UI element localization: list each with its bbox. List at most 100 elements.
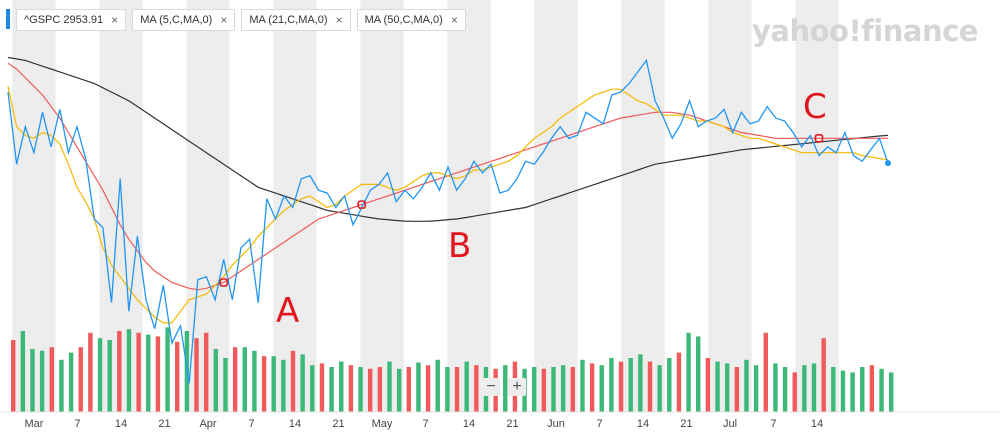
annotation-markers [219, 133, 824, 287]
volume-bar [753, 365, 759, 412]
volume-bar [271, 356, 276, 412]
volume-bar [117, 331, 122, 412]
volume-bar [667, 358, 672, 412]
volume-bar [763, 332, 768, 412]
legend-bar: ^GSPC 2953.91 × MA (5,C,MA,0) × MA (21,C… [6, 9, 466, 31]
x-tick-label: 7 [596, 418, 602, 430]
volume-bar [773, 363, 778, 412]
volume-bar [97, 338, 103, 412]
annotation-marker-c [814, 133, 824, 143]
volume-bar [425, 365, 431, 412]
volume-bar [68, 352, 74, 412]
grid-stripe [795, 0, 839, 412]
close-icon[interactable]: × [450, 13, 458, 27]
close-icon[interactable]: × [111, 13, 119, 27]
volume-bar [532, 367, 537, 412]
x-tick-label: 7 [770, 418, 776, 430]
volume-bar [213, 349, 219, 412]
volume-bar [252, 350, 257, 412]
x-tick-label: 7 [248, 418, 254, 430]
ma21-tag[interactable]: MA (21,C,MA,0) × [241, 9, 351, 31]
ma50-tag[interactable]: MA (50,C,MA,0) × [356, 9, 466, 31]
volume-bar [88, 332, 93, 412]
zoom-controls: − + [482, 378, 526, 396]
volume-bar [628, 358, 633, 412]
volume-bar [387, 361, 392, 412]
yahoo-finance-logo: yahoo!finance [752, 14, 978, 48]
volume-bar [686, 332, 691, 412]
volume-bar [589, 363, 595, 412]
volume-bar [464, 361, 469, 412]
volume-bar [367, 368, 373, 412]
volume-bar [676, 352, 682, 412]
volume-bar [696, 336, 701, 412]
volume-bar [435, 359, 440, 412]
x-tick-label: Mar [25, 418, 44, 430]
volume-bar [165, 327, 170, 412]
volume-bar [715, 361, 720, 412]
close-icon[interactable]: × [220, 13, 228, 27]
volume-bar [232, 347, 238, 412]
last-price-dot [885, 160, 891, 167]
x-axis: Mar 7 14 21 Apr 7 14 21 May 7 14 21 Jun 7 14 21 Jul 7 14 [0, 411, 1000, 430]
volume-bar [638, 354, 643, 412]
volume-bar [609, 358, 614, 412]
volume-bar [406, 367, 411, 412]
ticker-price: 2953.91 [63, 14, 104, 26]
volume-bar [30, 349, 35, 412]
volume-bar [570, 367, 576, 412]
close-icon[interactable]: × [335, 13, 343, 27]
volume-bar [11, 340, 16, 412]
zoom-out-button[interactable]: − [482, 378, 500, 396]
ma50-line [7, 56, 889, 222]
volume-bar [840, 370, 846, 412]
volume-bar [580, 359, 585, 412]
volume-bar [551, 367, 556, 412]
x-tick-label: Apr [199, 418, 216, 430]
annotation-c: C [803, 87, 827, 127]
annotation-b: B [448, 226, 471, 266]
volume-bar [310, 365, 315, 412]
volume-bar [618, 361, 624, 412]
price-line [7, 58, 889, 384]
volume-bar [175, 341, 180, 412]
zoom-in-button[interactable]: + [508, 378, 526, 396]
x-tick-label: 7 [74, 418, 80, 430]
volume-bar [339, 361, 344, 412]
volume-bar [821, 338, 826, 412]
volume-bar [78, 347, 83, 412]
volume-bar [194, 338, 199, 412]
price-lines [7, 56, 891, 384]
volume-bar [792, 372, 797, 412]
volume-bars [11, 327, 894, 412]
x-tick-label: Jul [723, 418, 737, 430]
x-tick-label: 21 [506, 418, 518, 430]
volume-bar [744, 359, 749, 412]
ma5-tag[interactable]: MA (5,C,MA,0) × [132, 9, 236, 31]
volume-bar [599, 365, 604, 412]
grid-stripe [534, 0, 578, 412]
x-tick-label: 21 [332, 418, 344, 430]
volume-bar [281, 359, 286, 412]
grid-stripe [447, 0, 491, 412]
volume-bar [724, 363, 730, 412]
volume-bar [107, 340, 112, 412]
volume-bar [860, 367, 865, 412]
ma5-line [7, 86, 889, 324]
volume-bar [155, 336, 161, 412]
ticker-tag[interactable]: ^GSPC 2953.91 × [16, 9, 127, 31]
x-tick-label: 21 [680, 418, 692, 430]
volume-bar [300, 354, 305, 412]
volume-bar [454, 367, 460, 412]
x-tick-label: May [372, 418, 393, 430]
volume-bar [377, 367, 383, 412]
volume-bar [657, 365, 662, 412]
x-tick-label: 14 [115, 418, 127, 430]
volume-bar [329, 367, 334, 412]
volume-bar [39, 350, 45, 412]
volume-bar [831, 367, 836, 412]
volume-bar [782, 367, 788, 412]
volume-bar [290, 350, 296, 412]
volume-bar [136, 332, 141, 412]
